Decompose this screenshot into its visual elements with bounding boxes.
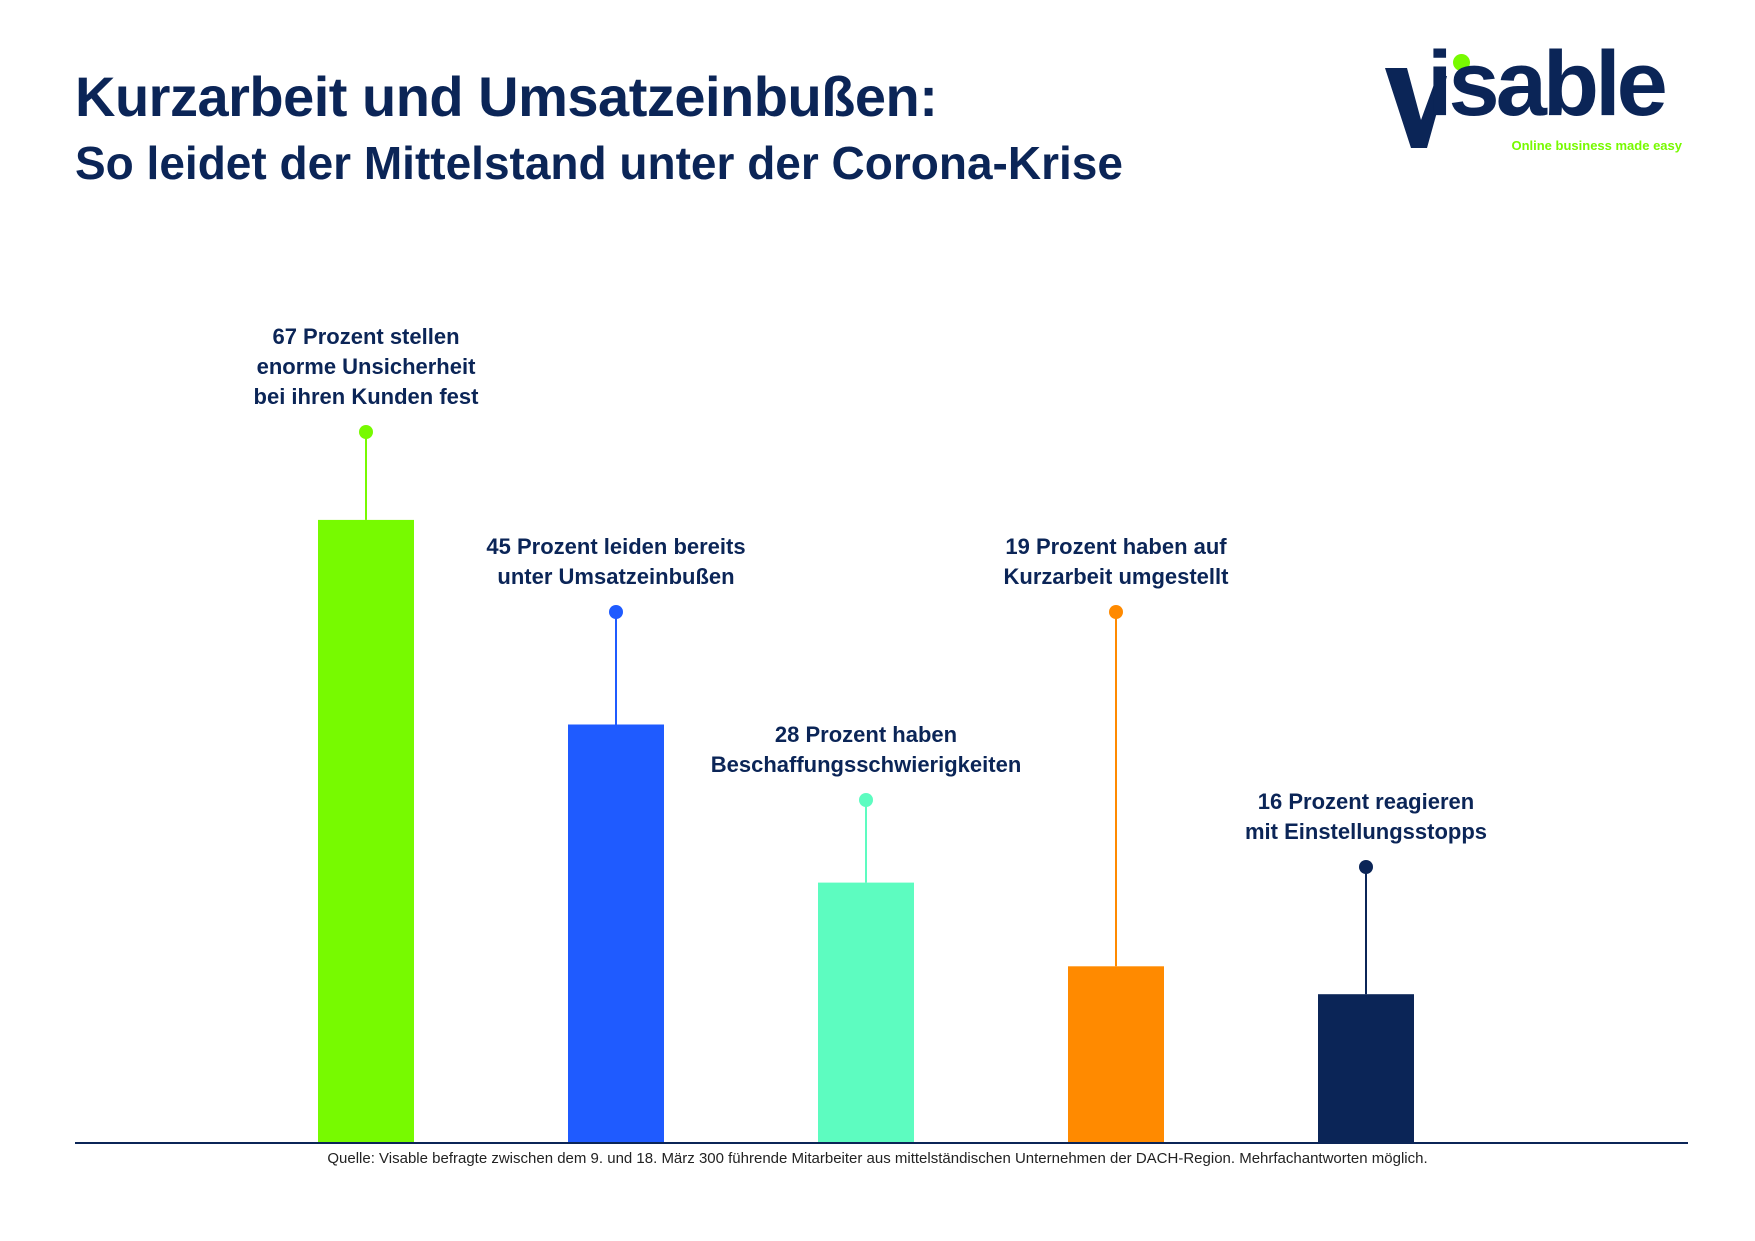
bar (318, 519, 414, 1143)
bar-data-label: 45 Prozent leiden bereits (486, 534, 745, 559)
bar-marker-dot (1109, 605, 1123, 619)
chart-title: Kurzarbeit und Umsatzeinbußen: (75, 65, 938, 128)
bar (818, 882, 914, 1143)
visable-logo: isable Online business made easy (1385, 38, 1685, 160)
bar (568, 724, 664, 1143)
logo-dot (1453, 54, 1470, 71)
bar-marker-dot (859, 793, 873, 807)
bar-data-label: Beschaffungsschwierigkeiten (711, 752, 1022, 777)
source-note: Quelle: Visable befragte zwischen dem 9.… (327, 1150, 1428, 1167)
bar-data-label: 28 Prozent haben (775, 722, 957, 747)
bar-data-label: mit Einstellungsstopps (1245, 819, 1487, 844)
logo-tagline: Online business made easy (1511, 138, 1682, 153)
bar (1318, 994, 1414, 1143)
bar-data-label: 16 Prozent reagieren (1258, 789, 1474, 814)
bar-data-label: enorme Unsicherheit (257, 354, 477, 379)
bar-marker-dot (1359, 860, 1373, 874)
logo-v-mark (1385, 68, 1447, 148)
bar-data-label: 67 Prozent stellen (272, 324, 459, 349)
bar-data-label: unter Umsatzeinbußen (497, 564, 734, 589)
bar-marker-dot (359, 425, 373, 439)
chart-subtitle: So leidet der Mittelstand unter der Coro… (75, 137, 1123, 189)
bar-data-label: Kurzarbeit umgestellt (1004, 564, 1230, 589)
logo-wordmark: isable (1427, 33, 1668, 135)
bar-data-label: bei ihren Kunden fest (254, 384, 480, 409)
bar (1068, 966, 1164, 1143)
bar-data-label: 19 Prozent haben auf (1005, 534, 1227, 559)
bar-marker-dot (609, 605, 623, 619)
